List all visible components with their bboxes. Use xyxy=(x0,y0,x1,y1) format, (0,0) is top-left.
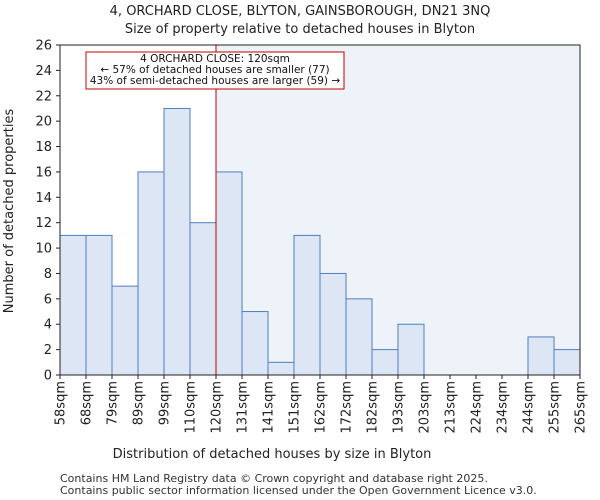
x-tick-label: 255sqm xyxy=(548,381,563,434)
y-tick-label: 14 xyxy=(35,191,52,206)
footer-line-2: Contains public sector information licen… xyxy=(60,484,537,497)
bar-255sqm xyxy=(553,349,581,376)
bar-89sqm xyxy=(137,171,165,376)
after-marker-shade xyxy=(216,45,580,375)
x-tick-label: 244sqm xyxy=(522,381,537,434)
annotation-line-1: 4 ORCHARD CLOSE: 120sqm xyxy=(140,53,290,65)
x-tick-label: 234sqm xyxy=(496,381,511,434)
annotation-line-3: 43% of semi-detached houses are larger (… xyxy=(90,75,341,87)
x-tick-label: 99sqm xyxy=(158,381,173,425)
bar-120sqm xyxy=(215,171,243,376)
y-tick-label: 12 xyxy=(35,216,52,231)
y-tick-label: 4 xyxy=(44,318,52,333)
x-tick-label: 151sqm xyxy=(288,381,303,434)
y-tick-label: 2 xyxy=(44,343,52,358)
x-tick-label: 58sqm xyxy=(54,381,69,425)
x-tick-label: 162sqm xyxy=(314,381,329,434)
bar-79sqm xyxy=(111,285,139,376)
bar-110sqm xyxy=(189,222,217,376)
y-tick-label: 24 xyxy=(35,64,52,79)
x-tick-label: 203sqm xyxy=(418,381,433,434)
y-tick-label: 16 xyxy=(35,165,52,180)
x-axis-label: Distribution of detached houses by size … xyxy=(113,447,432,462)
y-tick-label: 26 xyxy=(35,39,52,54)
y-axis-label: Number of detached properties xyxy=(2,109,17,314)
x-tick-label: 89sqm xyxy=(132,381,147,425)
x-tick-label: 79sqm xyxy=(106,381,121,425)
x-tick-label: 224sqm xyxy=(470,381,485,434)
x-tick-label: 213sqm xyxy=(444,381,459,434)
y-tick-label: 6 xyxy=(44,292,52,307)
annotation-box xyxy=(85,51,345,90)
x-tick-label: 120sqm xyxy=(210,381,225,434)
y-tick-label: 8 xyxy=(44,267,52,282)
chart-subtitle: Size of property relative to detached ho… xyxy=(125,22,475,37)
y-tick-label: 10 xyxy=(35,242,52,257)
annotation-line-2: ← 57% of detached houses are smaller (77… xyxy=(100,64,329,76)
y-tick-label: 0 xyxy=(44,369,52,384)
bar-182sqm xyxy=(371,349,399,376)
x-tick-label: 193sqm xyxy=(392,381,407,434)
chart-title: 4, ORCHARD CLOSE, BLYTON, GAINSBOROUGH, … xyxy=(110,4,491,19)
bar-131sqm xyxy=(241,311,269,376)
bar-141sqm xyxy=(267,361,295,376)
bar-244sqm xyxy=(527,336,555,376)
bar-99sqm xyxy=(163,107,191,376)
footer-line-1: Contains HM Land Registry data © Crown c… xyxy=(60,472,488,485)
bar-162sqm xyxy=(319,272,347,376)
x-tick-label: 68sqm xyxy=(80,381,95,425)
y-tick-label: 20 xyxy=(35,115,52,130)
x-tick-label: 110sqm xyxy=(184,381,199,434)
bar-58sqm xyxy=(59,234,87,376)
bar-68sqm xyxy=(85,234,113,376)
y-tick-label: 22 xyxy=(35,89,52,104)
bar-151sqm xyxy=(293,234,321,376)
x-tick-label: 141sqm xyxy=(262,381,277,434)
x-tick-label: 265sqm xyxy=(574,381,589,434)
x-tick-label: 172sqm xyxy=(340,381,355,434)
bar-193sqm xyxy=(397,323,425,376)
x-tick-label: 131sqm xyxy=(236,381,251,434)
bar-172sqm xyxy=(345,298,373,376)
y-tick-label: 18 xyxy=(35,140,52,155)
x-tick-label: 182sqm xyxy=(366,381,381,434)
